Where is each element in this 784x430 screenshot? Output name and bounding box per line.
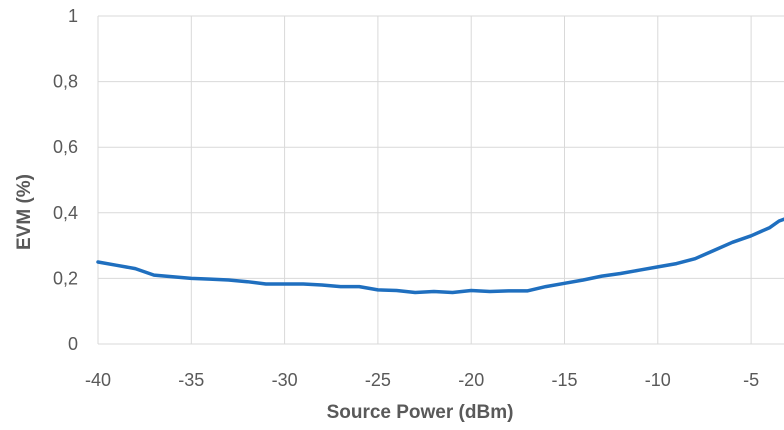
y-tick-label: 0 [68, 334, 78, 354]
grid-lines [97, 15, 784, 345]
x-tick-label: -20 [458, 370, 484, 390]
x-tick-label: -15 [551, 370, 577, 390]
y-tick-label: 0,4 [53, 203, 78, 223]
x-axis-label: Source Power (dBm) [327, 402, 514, 423]
tick-labels: 0 0,2 0,4 0,6 0,8 1 -40 -35 -30 -25 -20 -15 -10 -5 [53, 6, 759, 390]
y-tick-label: 0,6 [53, 137, 78, 157]
x-tick-label: -10 [645, 370, 671, 390]
y-tick-label: 0,2 [53, 268, 78, 288]
x-tick-label: -30 [272, 370, 298, 390]
x-tick-label: -35 [178, 370, 204, 390]
y-tick-label: 1 [68, 6, 78, 26]
evm-series-line [96, 217, 784, 295]
y-tick-label: 0,8 [53, 72, 78, 92]
x-tick-label: -40 [85, 370, 111, 390]
y-axis-label: EVM (%) [14, 174, 35, 250]
x-tick-label: -5 [743, 370, 759, 390]
x-tick-label: -25 [365, 370, 391, 390]
